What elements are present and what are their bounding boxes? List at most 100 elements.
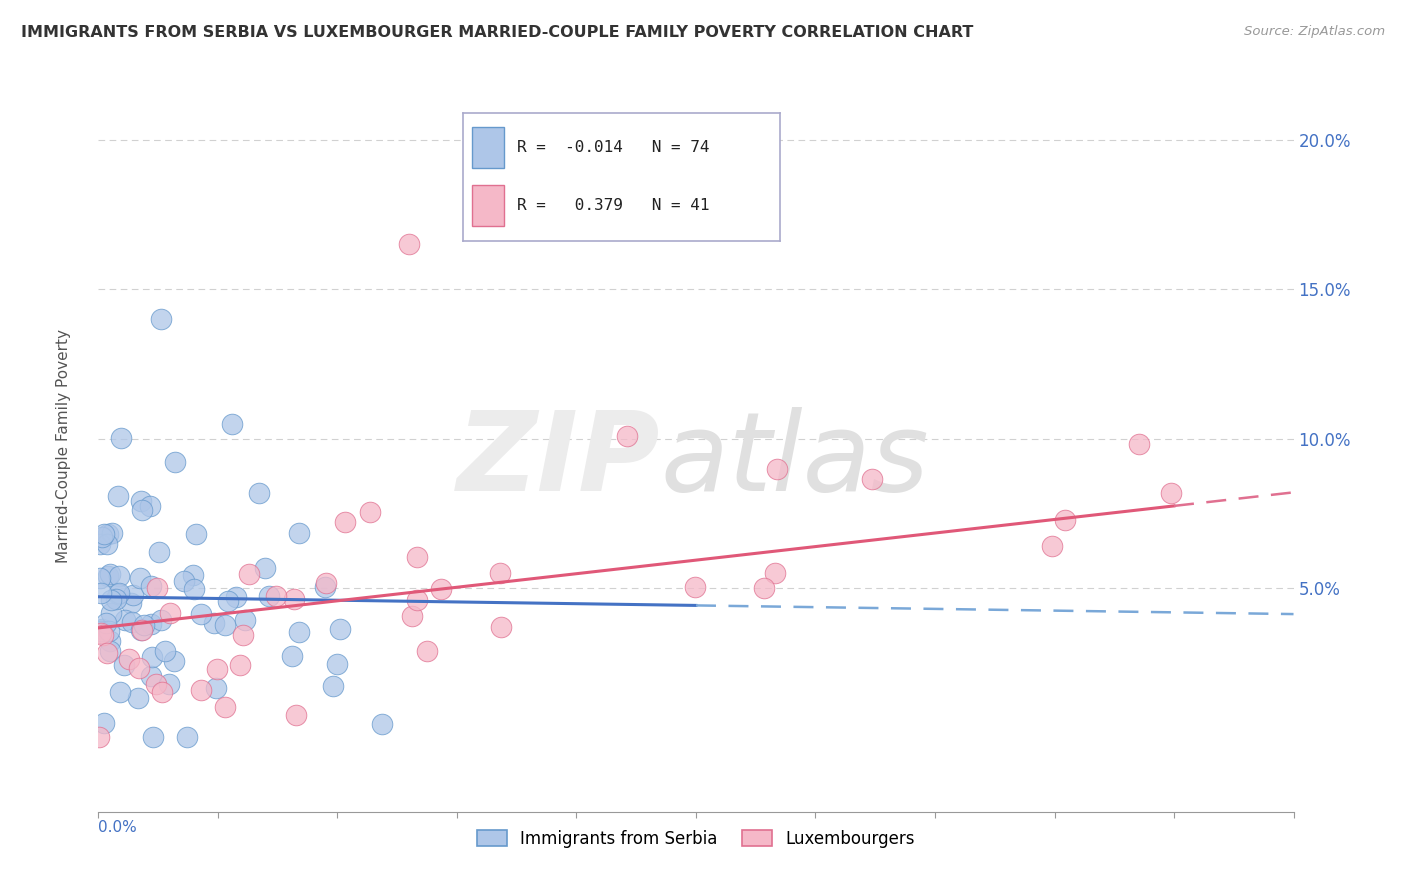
Point [112, 658, 135, 673]
Point [132, 618, 155, 632]
Point [288, 625, 311, 640]
Point [90, 622, 112, 636]
Point [766, 461, 789, 475]
Point [685, 580, 707, 594]
Text: ZIP: ZIP [457, 407, 661, 514]
Point [97, 569, 120, 583]
Point [118, 652, 141, 666]
Point [108, 568, 131, 582]
Point [322, 679, 344, 693]
Point [98, 624, 121, 638]
Point [128, 661, 150, 675]
Point [163, 654, 186, 668]
Point [107, 586, 129, 600]
Point [110, 431, 132, 445]
Point [163, 455, 186, 469]
Point [101, 525, 124, 540]
Point [104, 591, 127, 606]
Point [145, 677, 167, 691]
Point [416, 644, 439, 658]
Point [129, 623, 152, 637]
Point [141, 649, 163, 664]
Text: Married-Couple Family Poverty: Married-Couple Family Poverty [56, 329, 70, 563]
Point [214, 618, 236, 632]
Point [221, 417, 243, 431]
Text: 0.0%: 0.0% [98, 821, 138, 836]
Point [94, 616, 117, 631]
Point [860, 472, 883, 486]
Point [96, 646, 118, 660]
Point [142, 730, 165, 744]
Point [489, 566, 512, 581]
Point [90, 626, 112, 640]
Point [229, 657, 252, 672]
Point [131, 623, 153, 637]
Point [406, 592, 429, 607]
Point [108, 685, 131, 699]
Point [173, 574, 195, 588]
Point [335, 516, 357, 530]
Point [1053, 513, 1076, 527]
Point [616, 429, 638, 443]
Point [149, 312, 172, 326]
Text: IMMIGRANTS FROM SERBIA VS LUXEMBOURGER MARRIED-COUPLE FAMILY POVERTY CORRELATION: IMMIGRANTS FROM SERBIA VS LUXEMBOURGER M… [21, 25, 973, 40]
Point [238, 566, 260, 581]
Point [122, 588, 145, 602]
Point [186, 527, 208, 541]
Point [183, 582, 205, 596]
Point [371, 717, 394, 731]
Point [96, 537, 118, 551]
Point [205, 662, 228, 676]
Point [98, 567, 121, 582]
Point [91, 530, 114, 544]
Point [398, 237, 420, 252]
Point [281, 648, 304, 663]
Point [139, 499, 162, 513]
Point [1128, 437, 1150, 451]
Point [100, 593, 122, 607]
Point [127, 690, 149, 705]
Point [225, 590, 247, 604]
Point [1040, 539, 1063, 553]
Point [264, 589, 287, 603]
Point [205, 681, 228, 696]
Point [359, 505, 381, 519]
Point [329, 622, 352, 636]
Point [430, 582, 453, 597]
Point [129, 494, 152, 508]
Point [253, 561, 276, 575]
Point [93, 527, 115, 541]
Point [131, 503, 153, 517]
Point [90, 586, 112, 600]
Text: atlas: atlas [661, 407, 929, 514]
Point [139, 616, 162, 631]
Point [288, 525, 311, 540]
Point [89, 536, 111, 550]
Point [176, 730, 198, 744]
Point [315, 575, 337, 590]
Point [98, 633, 121, 648]
Point [150, 685, 173, 699]
Legend: Immigrants from Serbia, Luxembourgers: Immigrants from Serbia, Luxembourgers [470, 823, 922, 855]
Point [763, 566, 786, 580]
Point [217, 594, 239, 608]
Point [98, 644, 121, 658]
Point [120, 596, 142, 610]
Point [139, 579, 162, 593]
Point [405, 549, 427, 564]
Point [89, 570, 111, 584]
Point [121, 615, 143, 630]
Point [159, 606, 181, 620]
Point [283, 592, 305, 607]
Point [314, 580, 336, 594]
Point [108, 586, 131, 600]
Point [1160, 486, 1182, 500]
Text: Source: ZipAtlas.com: Source: ZipAtlas.com [1244, 25, 1385, 38]
Point [97, 527, 120, 541]
Point [491, 620, 513, 634]
Point [128, 572, 150, 586]
Point [232, 628, 254, 642]
Point [107, 490, 129, 504]
Point [401, 609, 423, 624]
Point [284, 707, 307, 722]
